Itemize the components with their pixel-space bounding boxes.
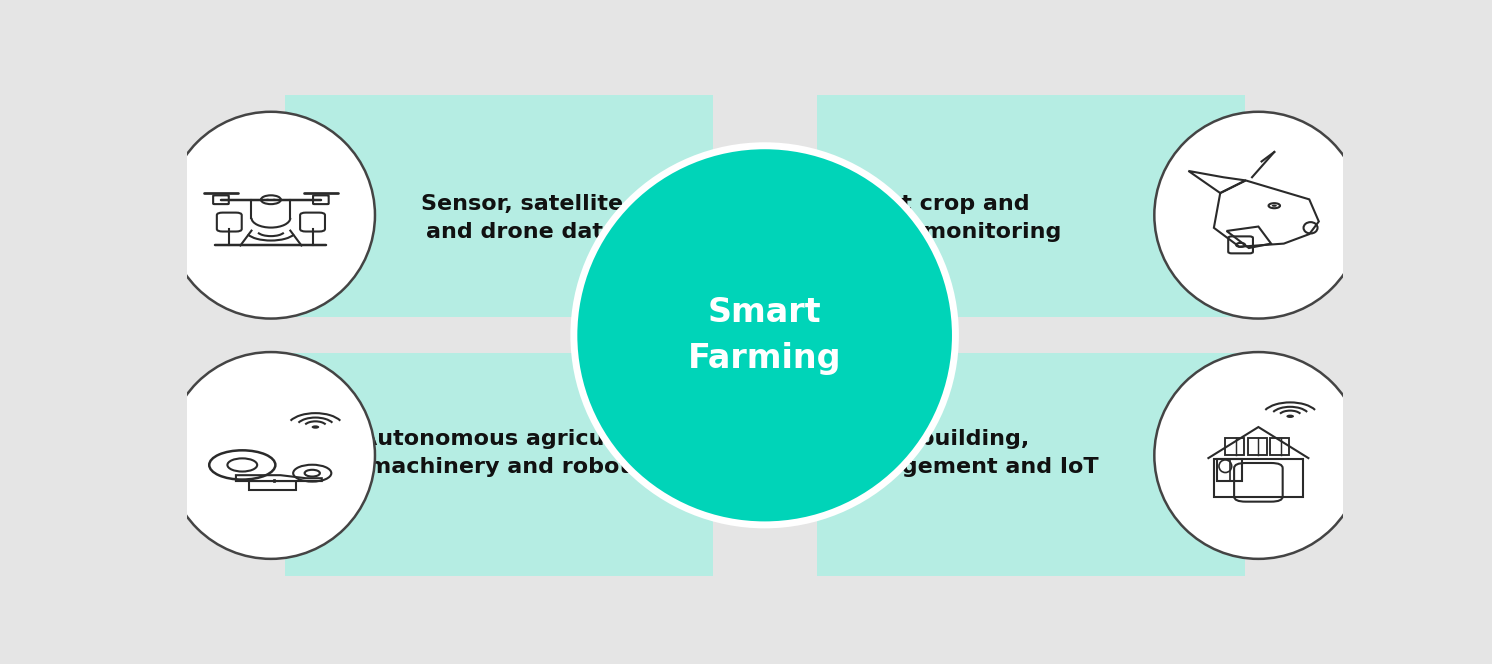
- Bar: [1217, 459, 1243, 481]
- Text: Autonomous agricultural
machinery and robotics: Autonomous agricultural machinery and ro…: [360, 429, 673, 477]
- Circle shape: [312, 426, 319, 429]
- Ellipse shape: [1155, 112, 1362, 319]
- Bar: [1225, 438, 1244, 456]
- Circle shape: [266, 199, 270, 201]
- Bar: [816, 95, 1244, 317]
- Text: Smart
Farming: Smart Farming: [688, 296, 841, 374]
- Ellipse shape: [1155, 352, 1362, 559]
- Text: Sensor, satellite
and drone data: Sensor, satellite and drone data: [421, 194, 622, 242]
- Ellipse shape: [574, 146, 955, 525]
- Bar: [1270, 438, 1289, 456]
- Text: Smart building,
farm management and IoT: Smart building, farm management and IoT: [765, 429, 1098, 477]
- Bar: [816, 353, 1244, 576]
- Ellipse shape: [167, 112, 374, 319]
- Bar: [1247, 438, 1267, 456]
- Text: Smart crop and
livestock monitoring: Smart crop and livestock monitoring: [803, 194, 1061, 242]
- Circle shape: [1271, 205, 1277, 207]
- Circle shape: [1286, 414, 1294, 418]
- Circle shape: [272, 199, 276, 201]
- Bar: [285, 353, 713, 576]
- Ellipse shape: [167, 352, 374, 559]
- Bar: [285, 95, 713, 317]
- Bar: [1214, 459, 1303, 497]
